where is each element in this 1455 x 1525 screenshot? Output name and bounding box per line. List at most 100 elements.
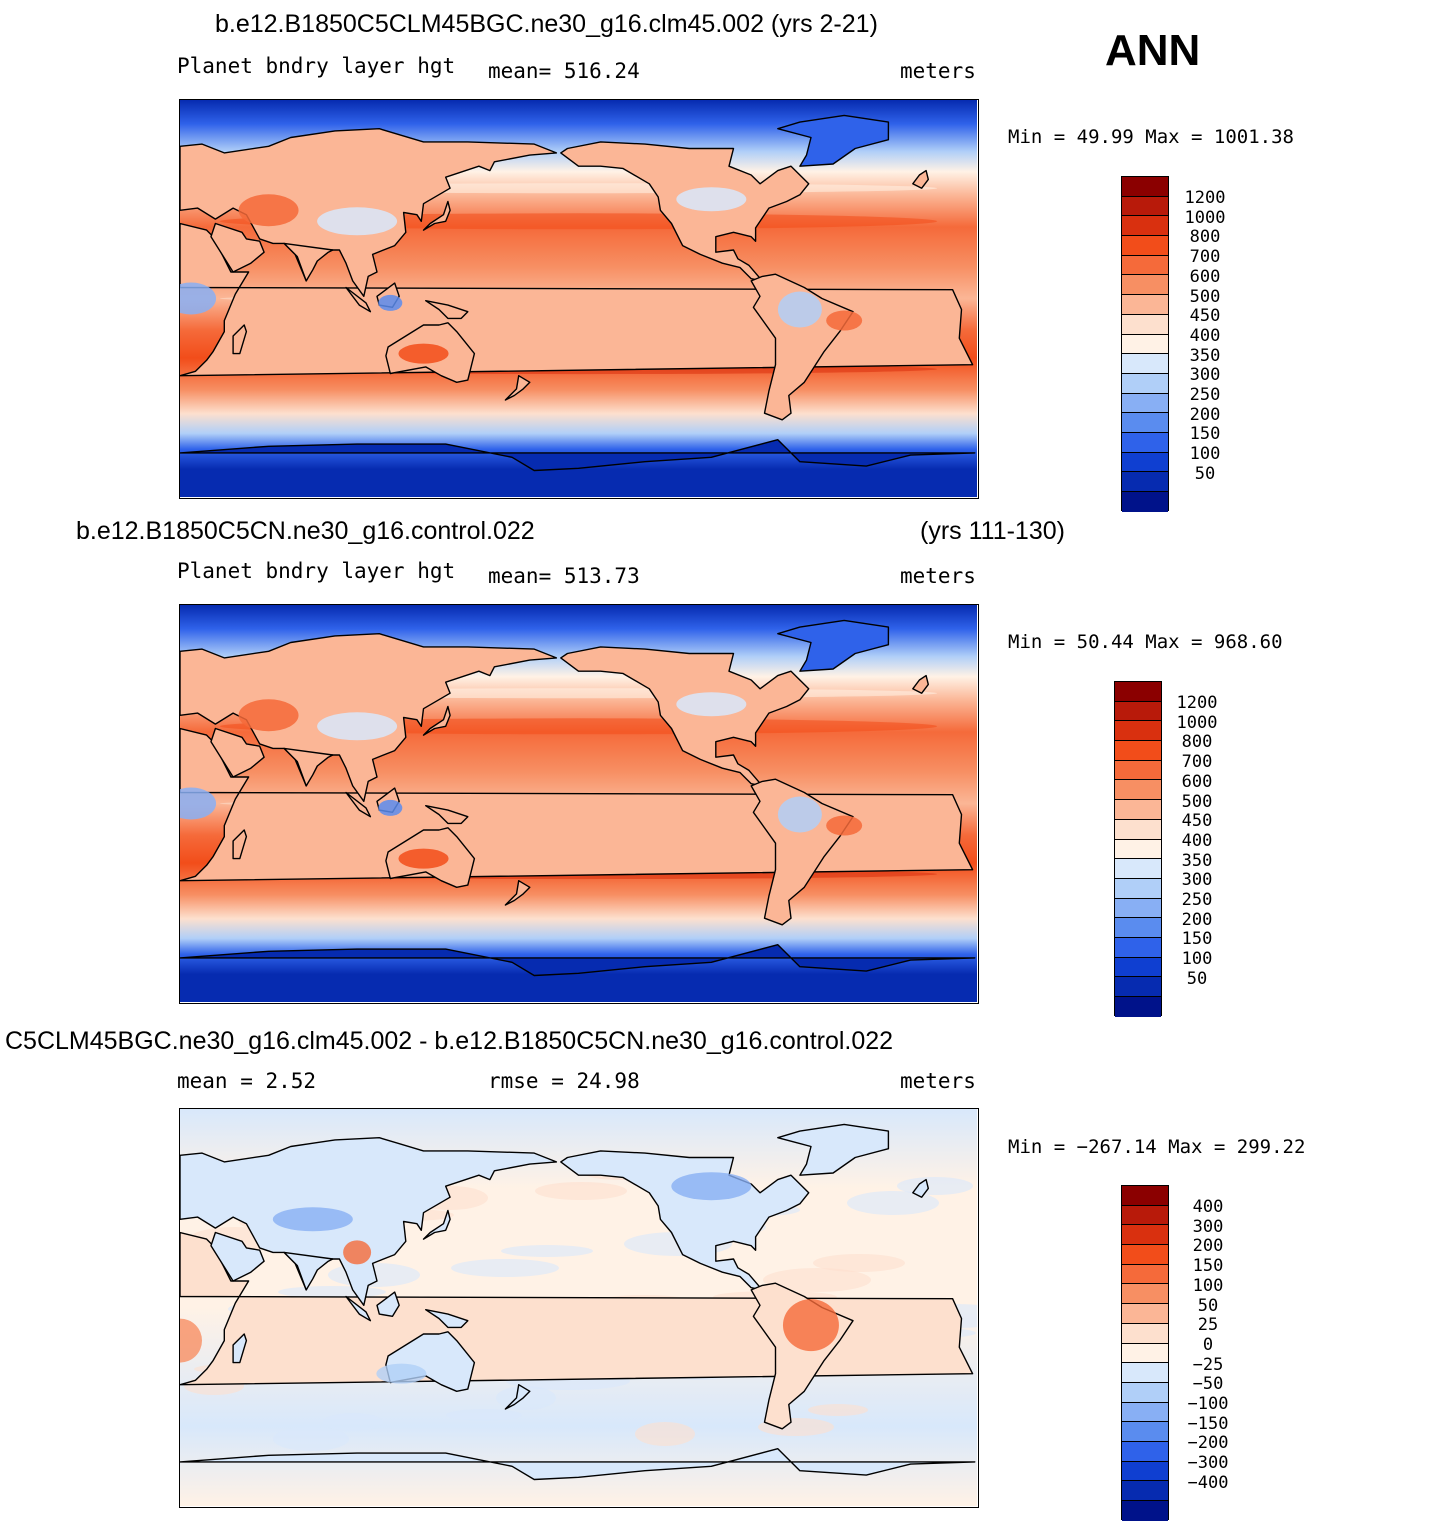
- feature-blob: [676, 187, 747, 212]
- field-patch: [535, 1182, 627, 1200]
- colorbar-box: [1122, 1343, 1168, 1364]
- colorbar-box: [1122, 393, 1168, 414]
- colorbar-box: [1115, 780, 1161, 801]
- colorbar-box: [1115, 800, 1161, 820]
- coastline-uk: [912, 674, 929, 694]
- colorbar-box: [1115, 760, 1161, 781]
- feature-blob: [777, 796, 822, 833]
- colorbar-box: [1115, 918, 1161, 938]
- coastline-japan: [422, 705, 451, 736]
- panel2-colorbar: [1114, 681, 1162, 1017]
- feature-blob: [180, 787, 217, 820]
- coastline-namerica: [560, 141, 810, 282]
- colorbar-label: 200: [1189, 404, 1221, 425]
- colorbar-box: [1122, 1284, 1168, 1305]
- field-patch: [808, 1404, 868, 1416]
- colorbar-box: [1122, 1323, 1168, 1344]
- colorbar-box: [1122, 373, 1168, 394]
- feature-blob: [378, 294, 403, 311]
- colorbar-label: 1200: [1176, 693, 1218, 713]
- feature-blob: [398, 848, 449, 869]
- panel3-units: meters: [900, 1069, 976, 1093]
- colorbar-box: [1115, 839, 1161, 860]
- colorbar-box: [1115, 937, 1161, 958]
- coastline-namerica: [560, 646, 810, 787]
- colorbar-label: 100: [1181, 949, 1213, 970]
- coastline-india: [283, 1251, 334, 1291]
- colorbar-label: 1200: [1184, 188, 1226, 208]
- colorbar-label: 50: [1186, 968, 1208, 989]
- panel2-variable: Planet bndry layer hgt: [177, 559, 456, 583]
- panel2-map: [179, 604, 979, 1004]
- feature-blob: [343, 1240, 372, 1265]
- colorbar-box: [1115, 878, 1161, 899]
- colorbar-box: [1115, 721, 1161, 742]
- colorbar-box: [1122, 314, 1168, 335]
- coastline-japan: [422, 200, 451, 231]
- field-patch: [635, 1422, 695, 1446]
- colorbar-box: [1115, 957, 1161, 978]
- colorbar-label: 250: [1181, 890, 1213, 910]
- feature-blob: [238, 699, 299, 732]
- colorbar-label: 500: [1181, 791, 1213, 812]
- feature-blob: [378, 799, 403, 816]
- colorbar-label: 200: [1192, 1236, 1224, 1257]
- field-patch: [273, 1427, 349, 1451]
- coastline-madagascar: [232, 324, 248, 355]
- colorbar-box: [1115, 741, 1161, 761]
- colorbar-box: [1122, 196, 1168, 217]
- coastline-uk: [912, 1178, 929, 1198]
- field-patch: [501, 1245, 593, 1257]
- coastline-borneo: [376, 1291, 400, 1317]
- colorbar-label: 150: [1192, 1256, 1224, 1277]
- colorbar-box: [1122, 295, 1168, 315]
- colorbar-box: [1122, 334, 1168, 355]
- colorbar-box: [1122, 1441, 1168, 1462]
- colorbar-box: [1122, 472, 1168, 492]
- colorbar-box: [1122, 216, 1168, 237]
- feature-blob: [180, 282, 217, 315]
- panel1-title: b.e12.B1850C5CLM45BGC.ne30_g16.clm45.002…: [215, 10, 878, 38]
- field-patch: [323, 1413, 383, 1431]
- coastline-japan: [422, 1209, 451, 1240]
- field-patch: [813, 1254, 905, 1272]
- colorbar-box: [1122, 1304, 1168, 1324]
- colorbar-label: −100: [1187, 1394, 1229, 1414]
- colorbar-box: [1115, 859, 1161, 879]
- coastline-uk: [912, 169, 929, 189]
- feature-blob: [676, 692, 747, 717]
- coastline-madagascar: [232, 1333, 248, 1364]
- colorbar-label: 50: [1197, 1295, 1219, 1316]
- colorbar-label: 400: [1192, 1197, 1224, 1217]
- panel2-minmax: Min = 50.44 Max = 968.60: [1008, 631, 1283, 653]
- colorbar-box: [1122, 354, 1168, 374]
- colorbar-label: 350: [1189, 345, 1221, 366]
- colorbar-label: −200: [1187, 1433, 1229, 1454]
- coastline-sumatra: [345, 286, 372, 313]
- panel2-title: b.e12.B1850C5CN.ne30_g16.control.022: [76, 517, 535, 545]
- coastline-madagascar: [232, 829, 248, 860]
- field-patch: [763, 1268, 871, 1292]
- colorbar-label: 450: [1181, 811, 1213, 832]
- colorbar-box: [1122, 1225, 1168, 1246]
- panel1-map: [179, 99, 979, 499]
- colorbar-label: 500: [1189, 286, 1221, 307]
- coastline-arabia: [210, 727, 265, 778]
- panel2-mean: mean= 513.73: [488, 564, 640, 588]
- colorbar-label: 700: [1189, 247, 1221, 268]
- feature-blob: [671, 1172, 752, 1201]
- panel1-mean: mean= 516.24: [488, 59, 640, 83]
- colorbar-box: [1122, 1264, 1168, 1285]
- panel3-mean: mean = 2.52: [177, 1069, 317, 1093]
- feature-blob: [826, 815, 863, 836]
- colorbar-label: 25: [1197, 1315, 1219, 1336]
- colorbar-label: 300: [1181, 870, 1213, 891]
- colorbar-label: 300: [1189, 365, 1221, 386]
- colorbar-box: [1115, 819, 1161, 840]
- colorbar-label: 50: [1194, 463, 1216, 484]
- feature-blob: [272, 1207, 353, 1232]
- coastline-newguinea: [425, 805, 469, 825]
- panel3-rmse: rmse = 24.98: [488, 1069, 640, 1093]
- coastline-nz: [504, 375, 531, 401]
- feature-blob: [317, 207, 398, 236]
